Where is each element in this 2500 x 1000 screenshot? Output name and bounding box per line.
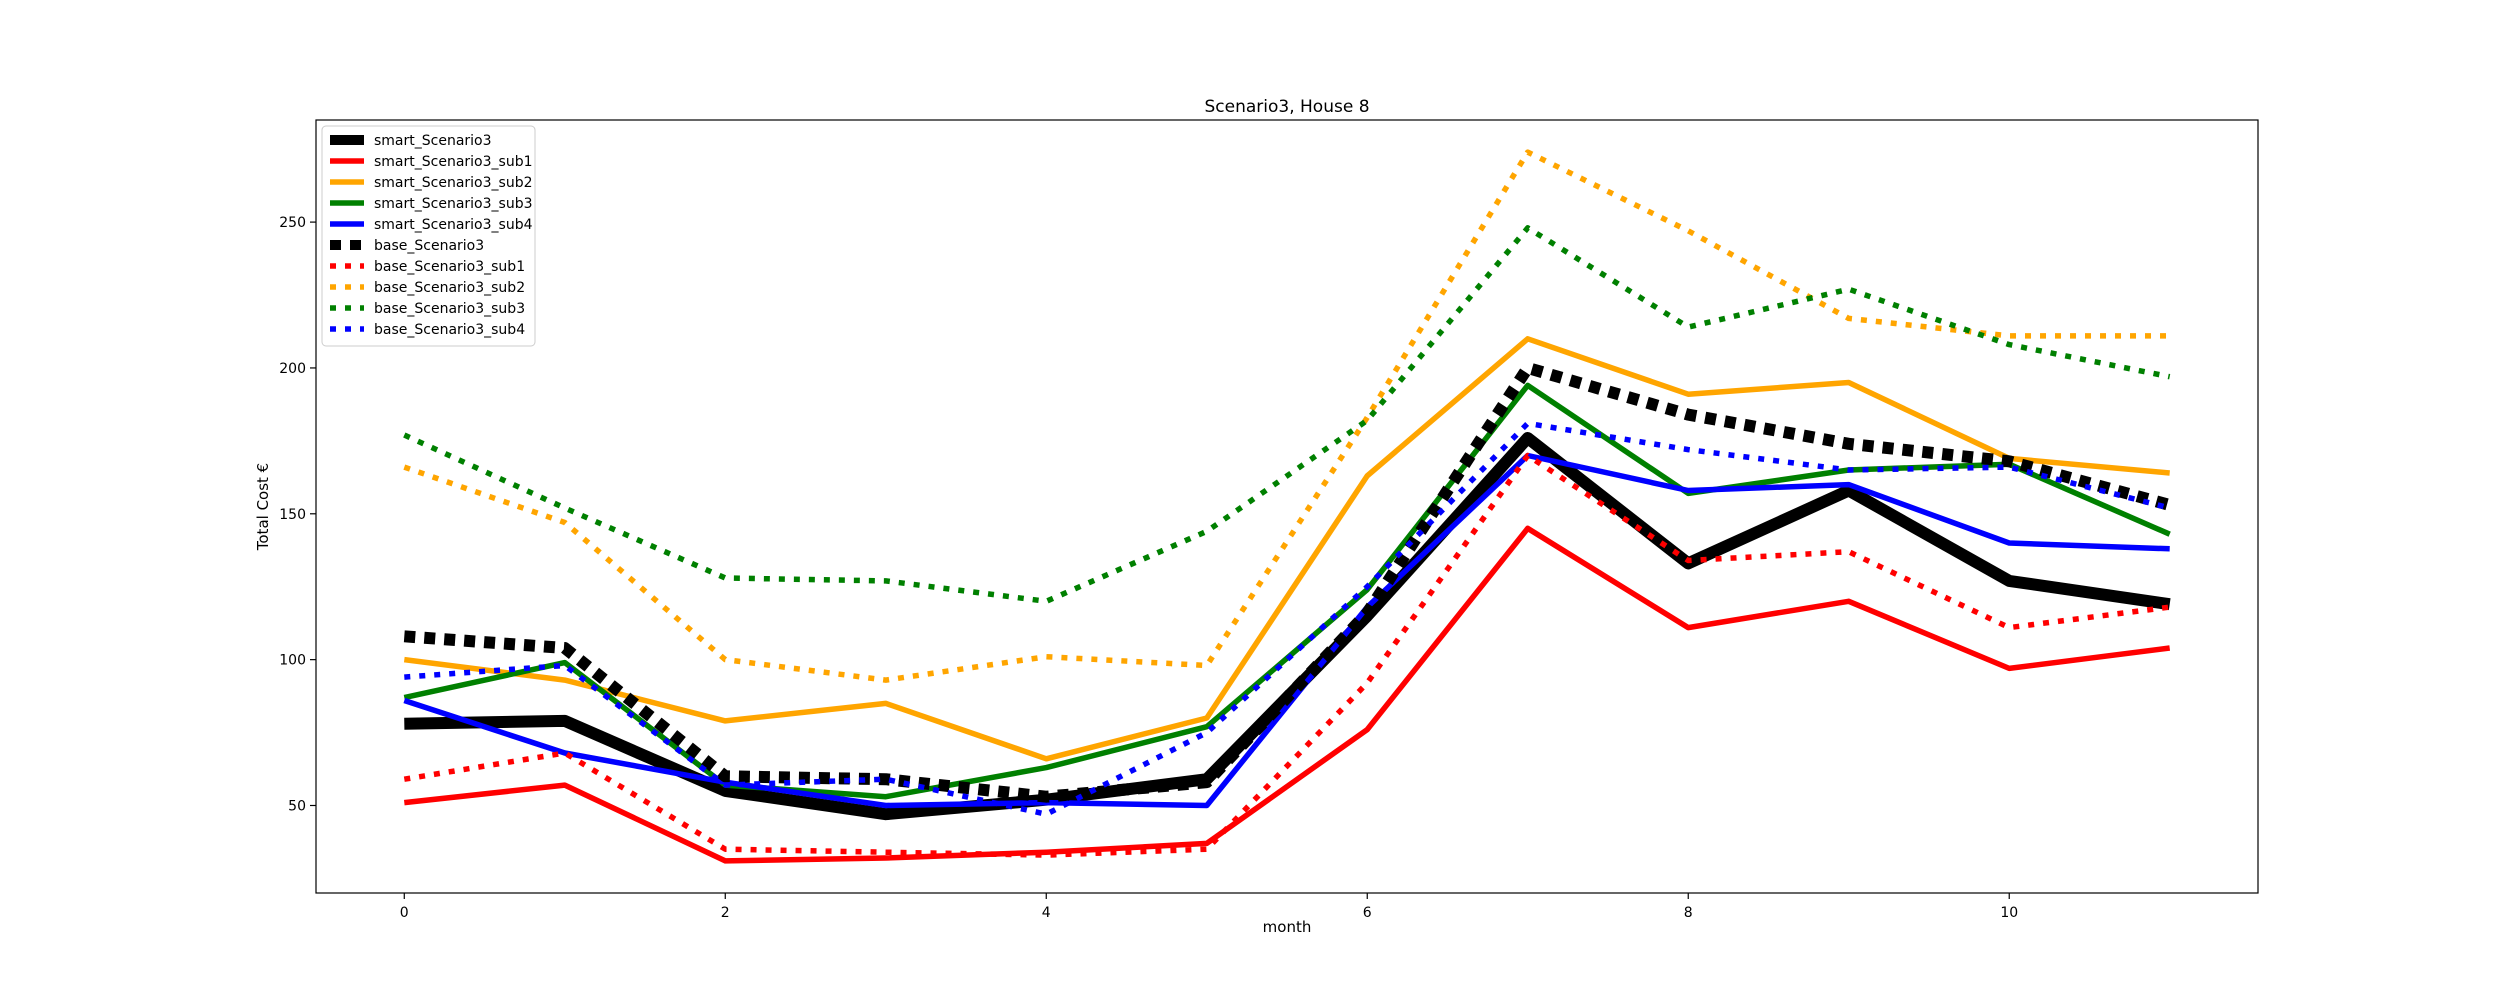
x-tick-label: 2 [721,905,730,921]
series-line-smart_Scenario3_sub1 [404,525,2171,864]
legend-label: base_Scenario3_sub1 [374,259,525,275]
series-layer [403,149,2172,864]
legend-label: base_Scenario3_sub2 [374,280,525,296]
series-line-base_Scenario3_sub2 [403,149,2170,683]
x-tick-label: 0 [400,905,409,921]
series-line-base_Scenario3 [403,361,2172,803]
y-tick-label: 250 [279,215,306,231]
legend-label: smart_Scenario3_sub3 [374,196,532,212]
legend-label: smart_Scenario3_sub2 [374,175,532,191]
series-line-base_Scenario3_sub4 [404,420,2171,817]
legend-label: smart_Scenario3 [374,133,492,149]
legend-label: base_Scenario3_sub4 [374,322,525,338]
y-axis: 50 100 150 200 250 [279,215,316,814]
y-axis-title: Total Cost € [254,463,272,551]
series-line-base_Scenario3_sub1 [403,452,2171,858]
series-line-smart_Scenario3_sub4 [403,452,2170,809]
series-line-base_Scenario3_sub3 [403,225,2171,605]
legend: smart_Scenario3 smart_Scenario3_sub1smart… [321,125,536,347]
legend-label: base_Scenario3_sub3 [374,301,525,317]
legend-label: base_Scenario3 [374,238,484,254]
y-tick-label: 50 [288,798,306,814]
chart-title: Scenario3, House 8 [1204,97,1369,117]
x-tick-label: 6 [1363,905,1372,921]
legend-box [321,125,536,347]
legend-label: smart_Scenario3_sub4 [374,217,533,233]
x-axis: 0 2 4 6 8 10 [400,893,2018,921]
series-line-smart_Scenario3_sub2 [403,336,2170,762]
x-tick-label: 8 [1684,905,1693,921]
y-tick-label: 150 [279,507,306,523]
x-axis-title: month [1263,918,1312,936]
y-tick-label: 200 [279,361,306,377]
y-tick-label: 100 [279,653,306,669]
x-tick-label: 10 [2000,905,2018,921]
plot-frame [315,119,2259,894]
x-tick-label: 4 [1042,905,1051,921]
legend-label: smart_Scenario3_sub1 [374,154,532,170]
